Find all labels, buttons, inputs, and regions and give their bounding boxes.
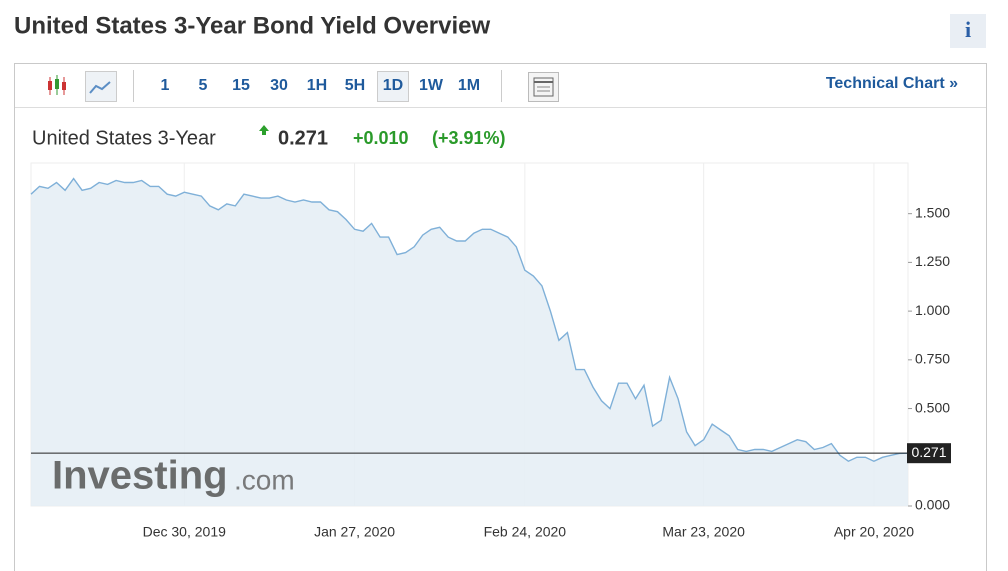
x-tick-label: Dec 30, 2019 [143, 524, 226, 540]
line-icon[interactable] [85, 71, 117, 102]
interval-button[interactable]: 5 [199, 77, 208, 94]
interval-button[interactable]: 1H [307, 77, 327, 94]
interval-button[interactable]: 1M [458, 77, 480, 94]
interval-button[interactable]: 1D [383, 77, 403, 94]
last-price-tag [907, 443, 951, 464]
interval-button[interactable]: 5H [345, 77, 365, 94]
instrument-name: United States 3-Year [32, 127, 216, 149]
x-tick-label: Feb 24, 2020 [484, 524, 567, 540]
last-price-label: 0.271 [911, 444, 946, 460]
x-tick-label: Apr 20, 2020 [834, 524, 914, 540]
interval-button[interactable]: 1W [419, 77, 444, 94]
watermark-brand: Investing [52, 454, 228, 498]
last-price: 0.271 [278, 127, 328, 149]
interval-button[interactable]: 1 [161, 77, 170, 94]
technical-chart-link[interactable]: Technical Chart » [826, 75, 958, 92]
y-tick-label: 0.000 [915, 497, 950, 513]
interval-button[interactable]: 30 [270, 77, 288, 94]
page-title: United States 3-Year Bond Yield Overview [14, 12, 491, 39]
line-icon-glyph [89, 81, 111, 94]
watermark-domain: .com [234, 464, 295, 495]
line [30, 177, 909, 463]
info-icon[interactable]: i [965, 17, 971, 42]
widget-frame [14, 63, 987, 571]
y-tick-label: 0.750 [915, 351, 950, 367]
y-tick-label: 0.500 [915, 399, 950, 415]
y-tick-label: 1.250 [915, 253, 950, 269]
interval-button[interactable]: 15 [232, 77, 250, 94]
x-tick-label: Jan 27, 2020 [314, 524, 395, 540]
area-fill [31, 178, 908, 506]
plot: Dec 30, 2019 Jan 27, 2020 Feb 24, 2020 Mar … [30, 162, 951, 540]
interval-active [377, 71, 409, 102]
y-tick-label: 1.500 [915, 204, 950, 220]
y-tick-label: 1.000 [915, 302, 950, 318]
x-tick-label: Mar 23, 2020 [662, 524, 745, 540]
price-change: +0.010 [353, 128, 409, 148]
info-button[interactable] [950, 14, 986, 48]
up-arrow [259, 125, 269, 135]
price-change-pct: (+3.91%) [432, 128, 506, 148]
candle-icon[interactable] [48, 75, 66, 95]
table-icon[interactable] [528, 72, 559, 102]
